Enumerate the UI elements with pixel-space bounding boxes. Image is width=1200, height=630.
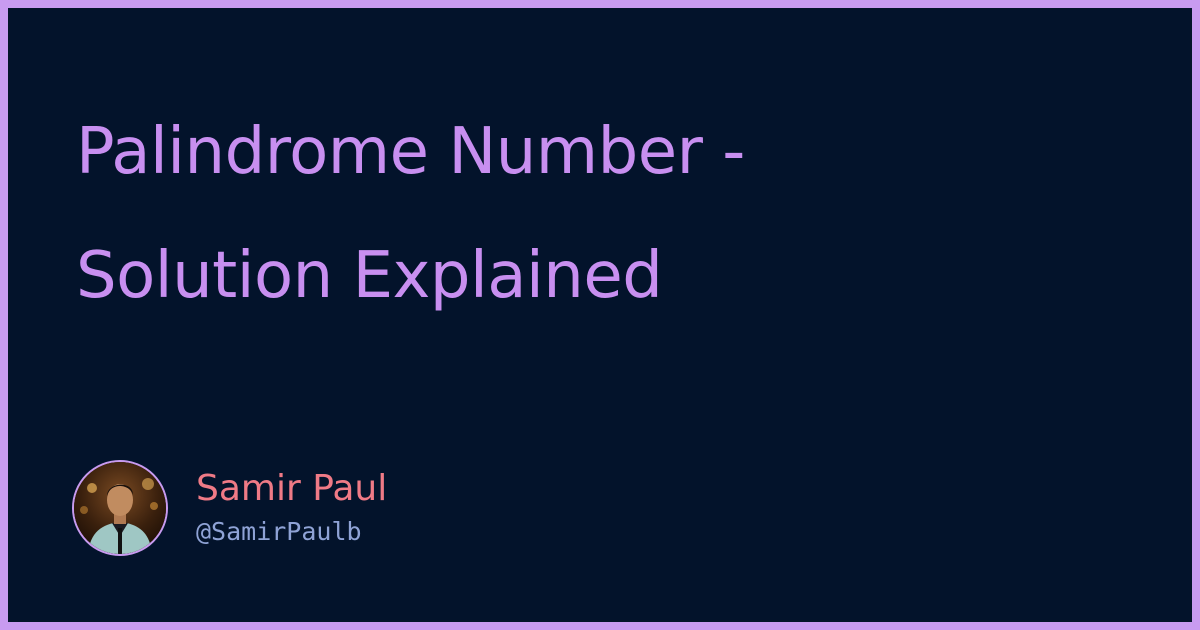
post-title: Palindrome Number - Solution Explained [76,90,1156,338]
profile-photo-icon [74,462,166,554]
og-card: Palindrome Number - Solution Explained [8,8,1192,622]
author-info: Samir Paul @SamirPaulb [196,466,387,550]
author-name: Samir Paul [196,468,388,509]
author-block: Samir Paul @SamirPaulb [72,458,387,558]
author-avatar [72,460,168,556]
post-title-line-2: Solution Explained [76,239,663,313]
post-title-line-1: Palindrome Number - [76,115,745,189]
author-handle: @SamirPaulb [196,517,362,546]
